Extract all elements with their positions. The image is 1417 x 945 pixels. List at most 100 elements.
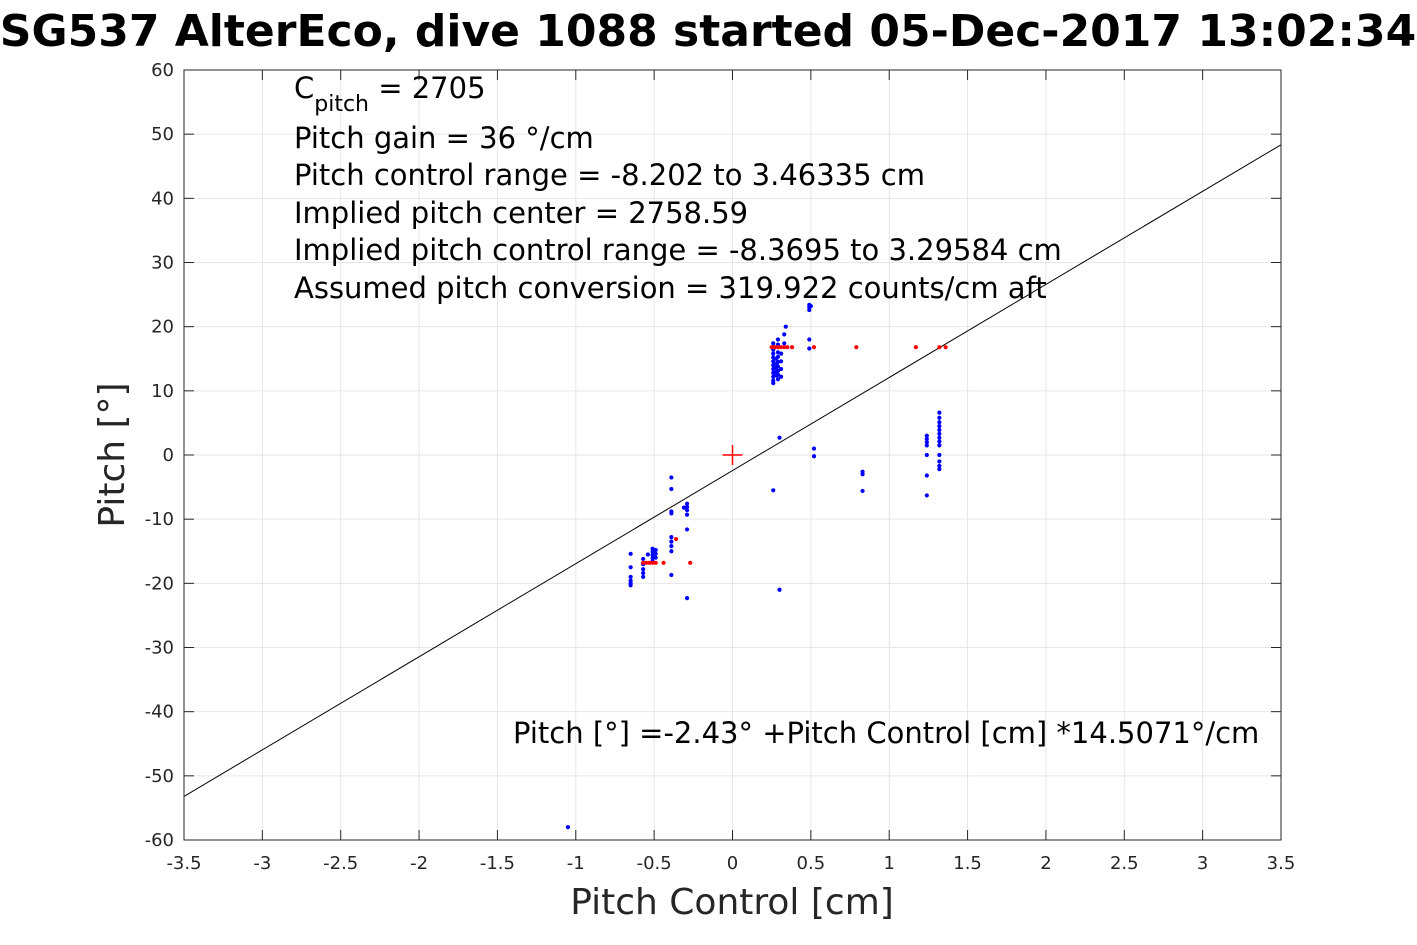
observed-pitch-point: [937, 420, 942, 425]
observed-pitch-point: [684, 527, 690, 532]
x-tick-label: -1: [567, 853, 585, 874]
y-tick-label: 10: [151, 381, 174, 402]
observed-pitch-point: [777, 587, 782, 592]
observed-pitch-point: [937, 410, 942, 415]
observed-pitch-point: [937, 467, 942, 472]
observed-pitch-point: [653, 555, 658, 560]
y-tick-label: -10: [145, 509, 174, 530]
target-pitch-point: [772, 345, 777, 350]
observed-pitch-point: [684, 595, 690, 601]
observed-pitch-point: [775, 337, 781, 342]
observed-pitch-point: [641, 574, 646, 580]
target-pitch-point: [913, 345, 918, 350]
x-tick-label: 3: [1197, 853, 1208, 874]
annotation-line: Cpitch = 2705: [294, 71, 486, 117]
observed-pitch-point: [783, 324, 788, 329]
observed-pitch-point: [808, 304, 813, 309]
x-tick-label: -2: [410, 853, 428, 874]
target-pitch-point: [661, 560, 666, 565]
observed-pitch-point: [775, 364, 781, 369]
tick-labels: -3.5 -3 -2.5 -2 -1.5 -1 -0.5 0 0.5 1 1.5 2 2.5 3 3.5 -6…: [145, 60, 1296, 874]
observed-pitch-point: [924, 433, 929, 438]
y-tick-label: -20: [145, 573, 174, 594]
observed-pitch-point: [924, 473, 929, 478]
observed-pitch-point: [641, 567, 646, 572]
observed-pitch-point: [924, 493, 929, 498]
observed-pitch-point: [669, 535, 674, 540]
observed-pitch-point: [650, 556, 655, 561]
annotation-line: Implied pitch control range = -8.3695 to…: [294, 233, 1062, 267]
annotation-line: Pitch gain = 36 °/cm: [294, 121, 594, 155]
x-tick-label: -1.5: [480, 853, 515, 874]
y-tick-label: 40: [151, 188, 174, 209]
x-tick-label: 1: [883, 853, 894, 874]
observed-pitch-point: [782, 332, 787, 337]
annotation-line: Assumed pitch conversion = 319.922 count…: [294, 271, 1047, 305]
target-pitch-point: [785, 345, 790, 350]
target-pitch-point: [782, 345, 787, 350]
observed-pitch-point: [669, 539, 674, 544]
observed-pitch-point: [641, 556, 646, 562]
observed-pitch-point: [811, 446, 817, 451]
target-pitch-point: [653, 560, 658, 565]
annotation-cpitch-subscript: pitch: [314, 92, 369, 117]
observed-pitch-point: [628, 565, 633, 570]
x-tick-label: 3.5: [1267, 853, 1296, 874]
observed-pitch-point: [771, 351, 776, 356]
observed-pitch-point: [807, 307, 812, 313]
observed-pitch-point: [771, 488, 776, 493]
target-pitch-point: [647, 560, 652, 565]
observed-pitch-point: [681, 505, 687, 510]
target-pitch-point: [650, 560, 655, 565]
target-pitch-point: [811, 345, 817, 350]
observed-pitch-point: [684, 501, 690, 506]
observed-pitch-point: [937, 459, 942, 464]
y-tick-label: 60: [151, 60, 174, 81]
annotation-block: Cpitch = 2705 Pitch gain = 36 °/cm Pitch…: [294, 71, 1062, 305]
observed-pitch-point: [937, 415, 942, 420]
observed-pitch-point: [628, 574, 633, 580]
chart-title: SG537 AlterEco, dive 1088 started 05-Dec…: [0, 6, 1416, 57]
x-tick-label: 1.5: [953, 853, 982, 874]
observed-pitch-point: [650, 549, 655, 554]
data-layer: [184, 144, 1281, 830]
y-tick-label: 50: [151, 124, 174, 145]
observed-pitch-point: [771, 341, 776, 346]
y-tick-label: -50: [145, 766, 174, 787]
observed-pitch-point: [771, 381, 776, 386]
x-tick-label: -3: [253, 853, 271, 874]
observed-pitch-point: [653, 551, 658, 556]
observed-pitch-point: [937, 427, 942, 433]
target-pitch-point: [854, 345, 859, 350]
observed-pitch-point: [775, 377, 781, 382]
observed-pitch-point: [684, 504, 690, 510]
observed-pitch-point: [669, 544, 674, 549]
observed-pitch-point: [775, 359, 781, 365]
observed-pitch-point: [778, 366, 784, 372]
x-tick-label: 2.5: [1110, 853, 1139, 874]
observed-pitch-point: [937, 463, 942, 469]
observed-pitch-point: [775, 354, 781, 359]
observed-pitch-point: [924, 443, 929, 448]
axes: [183, 69, 1282, 841]
x-tick-label: -0.5: [637, 853, 672, 874]
observed-pitch-point: [778, 359, 784, 364]
observed-pitch-point: [937, 443, 942, 448]
observed-pitch-point: [924, 440, 929, 445]
observed-pitch-point: [684, 508, 690, 513]
annotation-cpitch-value: = 2705: [369, 71, 486, 105]
observed-pitch-point: [645, 552, 650, 557]
fit-equation-label: Pitch [°] =-2.43° +Pitch Control [cm] *1…: [513, 716, 1259, 750]
x-tick-label: 0: [727, 853, 738, 874]
observed-pitch-point: [628, 583, 633, 588]
annotation-line: Implied pitch center = 2758.59: [294, 196, 748, 230]
target-pitch-point: [943, 345, 948, 350]
fit-line: [184, 144, 1281, 797]
observed-pitch-point: [782, 341, 787, 346]
observed-pitch-point: [924, 436, 929, 442]
observed-pitch-point: [628, 551, 633, 556]
target-pitch-point: [769, 345, 774, 350]
y-tick-label: 0: [163, 445, 174, 466]
observed-pitch-point: [565, 825, 571, 830]
